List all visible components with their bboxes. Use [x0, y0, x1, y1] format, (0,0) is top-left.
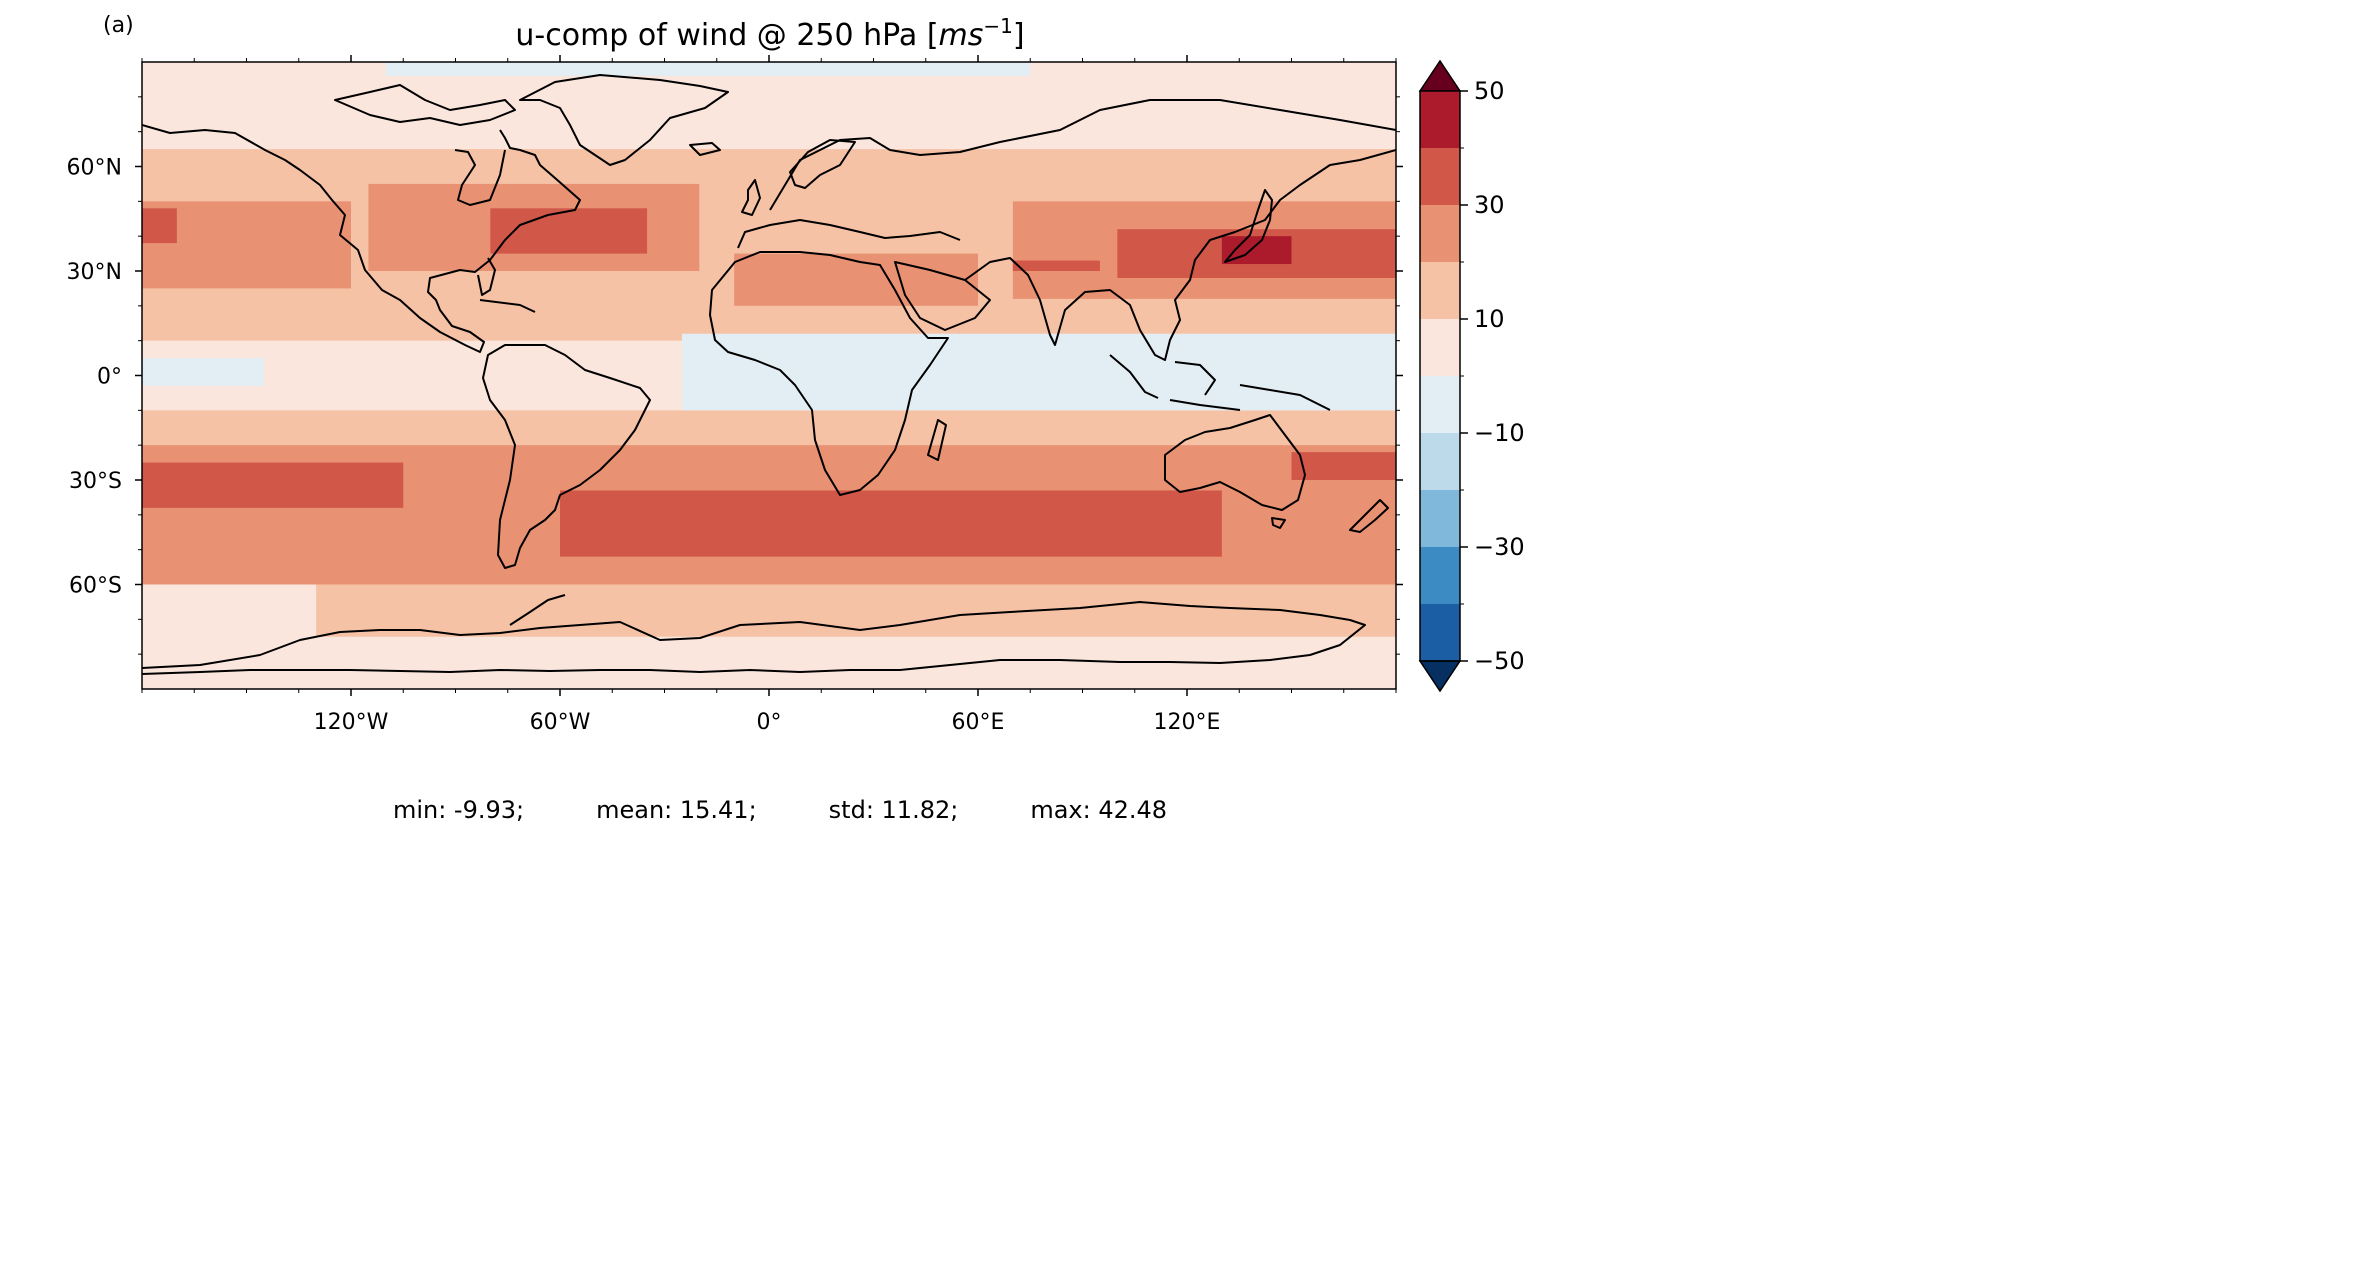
- panel-label: (a): [103, 13, 134, 38]
- wind-region-19: [385, 62, 1031, 76]
- coast-uk: [741, 179, 761, 216]
- wind-region-10: [490, 208, 648, 254]
- colorbar-swatches: [1418, 59, 1462, 693]
- colorbar: 50 30 10 −10 −30 −50: [1418, 59, 1525, 693]
- coast-iceland: [689, 142, 721, 156]
- wind-region-9: [142, 208, 177, 244]
- coast-madagascar: [927, 419, 947, 461]
- colorbar-ticks: 50 30 10 −10 −30 −50: [1460, 77, 1525, 675]
- lat-tick-label: 30°N: [67, 260, 122, 285]
- wind-region-15: [1291, 452, 1396, 480]
- colorbar-tick-label: 30: [1474, 191, 1505, 219]
- coast-arabia: [894, 261, 991, 331]
- wind-region-11: [1012, 260, 1100, 271]
- title-unit: ms: [939, 18, 984, 53]
- colorbar-bin: [1420, 490, 1460, 547]
- stat-min: min: -9.93;: [392, 796, 525, 824]
- coast-north-america: [142, 124, 581, 353]
- colorbar-bin: [1420, 433, 1460, 490]
- figure: (a) u-comp of wind @ 250 hPa [ms−1]: [67, 13, 1525, 735]
- colorbar-bin: [1420, 604, 1460, 661]
- wind-region-14: [560, 490, 1222, 557]
- coast-hudson-bay: [454, 149, 506, 206]
- lon-ticks: 120°W 60°W 0° 60°E 120°E: [141, 55, 1397, 735]
- colorbar-bin: [1420, 547, 1460, 604]
- lat-tick-label: 60°S: [69, 574, 122, 599]
- coast-antarctica-pen: [509, 594, 566, 626]
- coast-europe: [769, 99, 1396, 211]
- colorbar-extend-max: [1418, 59, 1462, 92]
- coast-greenland: [519, 74, 729, 166]
- colorbar-tick-label: −30: [1474, 533, 1525, 561]
- colorbar-extend-min: [1418, 660, 1462, 693]
- colorbar-tick-label: 10: [1474, 305, 1505, 333]
- title-text: u-comp of wind @ 250 hPa: [515, 18, 917, 53]
- coast-asia-south: [964, 149, 1396, 361]
- coast-antarctica: [142, 601, 1366, 675]
- coast-mediterranean: [737, 219, 961, 249]
- stat-std: std: 11.82;: [828, 796, 959, 824]
- coastlines: [142, 74, 1396, 675]
- lon-tick-label: 60°E: [952, 710, 1005, 735]
- lon-tick-label: 120°E: [1154, 710, 1221, 735]
- lat-tick-label: 30°S: [69, 469, 122, 494]
- coast-south-america: [482, 344, 651, 569]
- colorbar-tick-label: 50: [1474, 77, 1505, 105]
- lon-tick-label: 120°W: [314, 710, 389, 735]
- title-unit-exp: −1: [983, 14, 1012, 38]
- wind-field: [142, 62, 1396, 689]
- wind-region-13: [142, 462, 404, 508]
- coast-scandinavia: [789, 139, 856, 189]
- wind-region-17: [142, 358, 264, 386]
- colorbar-bin: [1420, 262, 1460, 319]
- lat-tick-label: 0°: [97, 365, 122, 390]
- colorbar-bin: [1420, 376, 1460, 433]
- coast-new-zealand: [1349, 499, 1389, 533]
- stat-max: max: 42.48: [1030, 796, 1168, 824]
- wind-region-3: [316, 577, 1396, 637]
- map-area: 60°N 30°N 0° 30°S 60°S 120°W 60°W 0° 60°E 120°E: [67, 55, 1403, 735]
- lat-tick-label: 60°N: [67, 156, 122, 181]
- coast-arctic-islands: [334, 84, 516, 126]
- colorbar-bin: [1420, 319, 1460, 376]
- lat-ticks: 60°N 30°N 0° 30°S 60°S: [67, 96, 1403, 655]
- coast-australia: [1164, 414, 1306, 511]
- coast-cuba: [479, 299, 536, 313]
- colorbar-bin: [1420, 148, 1460, 205]
- stat-mean: mean: 15.41;: [596, 796, 757, 824]
- colorbar-bin: [1420, 91, 1460, 148]
- coast-indonesia: [1109, 354, 1331, 411]
- map-title: u-comp of wind @ 250 hPa [ms−1]: [515, 14, 1024, 53]
- coast-africa: [709, 251, 949, 496]
- colorbar-tick-label: −50: [1474, 647, 1525, 675]
- statistics: min: -9.93; mean: 15.41; std: 11.82; max…: [0, 796, 1560, 830]
- colorbar-bin: [1420, 205, 1460, 262]
- coast-tasmania: [1271, 517, 1286, 529]
- lon-tick-label: 0°: [757, 710, 782, 735]
- coast-japan: [1224, 189, 1273, 263]
- wind-region-18: [681, 333, 1396, 411]
- wind-region-6: [734, 253, 978, 306]
- colorbar-tick-label: −10: [1474, 419, 1525, 447]
- lon-tick-label: 60°W: [530, 710, 591, 735]
- coast-florida: [477, 257, 496, 296]
